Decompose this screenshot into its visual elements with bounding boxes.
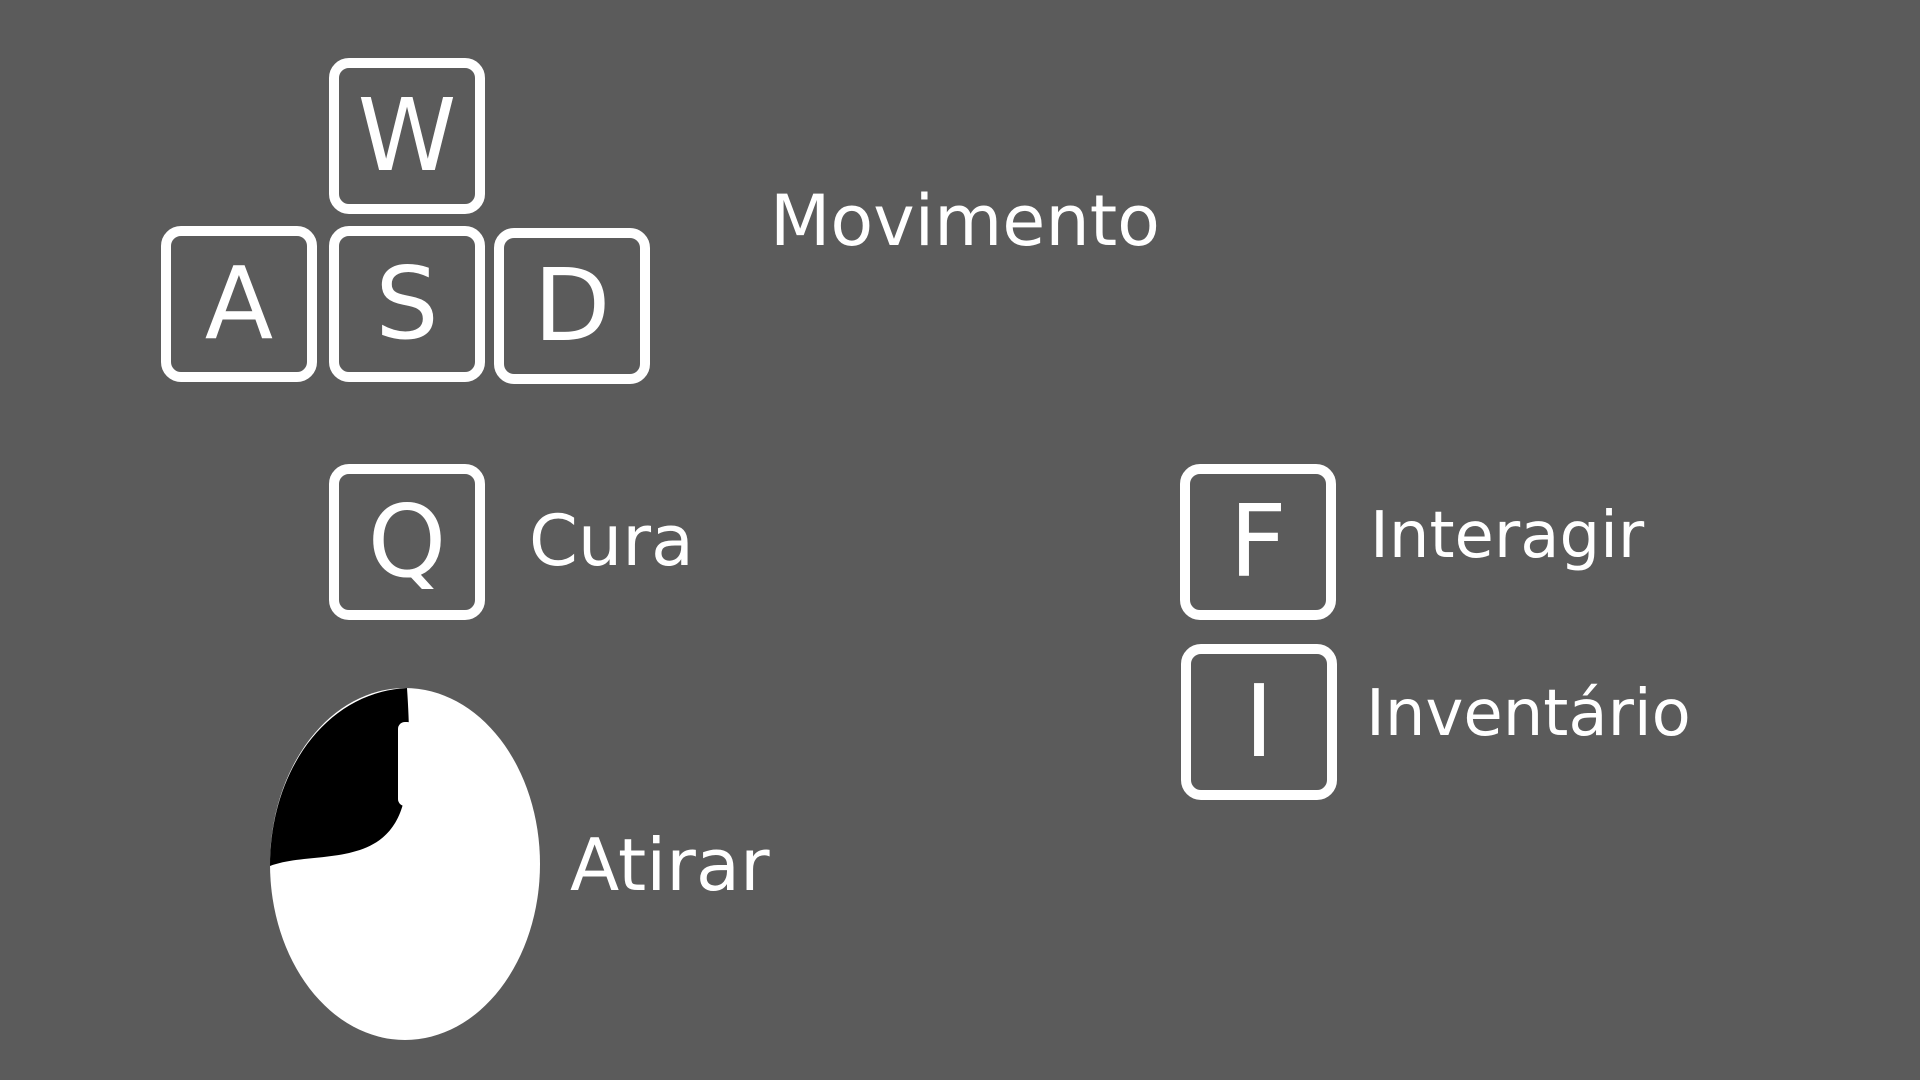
mouse-scroll-wheel bbox=[398, 722, 414, 806]
key-q-glyph: Q bbox=[367, 483, 447, 600]
key-i: I bbox=[1181, 644, 1337, 800]
movement-label: Movimento bbox=[770, 180, 1160, 262]
key-w: W bbox=[329, 58, 485, 214]
inventory-label: Inventário bbox=[1366, 677, 1691, 751]
key-i-glyph: I bbox=[1244, 663, 1274, 780]
key-a: A bbox=[161, 226, 317, 382]
key-w-glyph: W bbox=[357, 77, 457, 194]
key-q: Q bbox=[329, 464, 485, 620]
mouse-left-click-icon bbox=[270, 688, 540, 1040]
key-s: S bbox=[329, 226, 485, 382]
key-d-glyph: D bbox=[533, 247, 611, 364]
key-a-glyph: A bbox=[204, 245, 274, 362]
key-d: D bbox=[494, 228, 650, 384]
mouse-left-button bbox=[270, 688, 410, 866]
key-s-glyph: S bbox=[375, 245, 439, 362]
shoot-label: Atirar bbox=[570, 823, 770, 907]
heal-label: Cura bbox=[529, 500, 694, 582]
interact-label: Interagir bbox=[1370, 499, 1645, 573]
key-f-glyph: F bbox=[1229, 483, 1287, 600]
key-f: F bbox=[1180, 464, 1336, 620]
